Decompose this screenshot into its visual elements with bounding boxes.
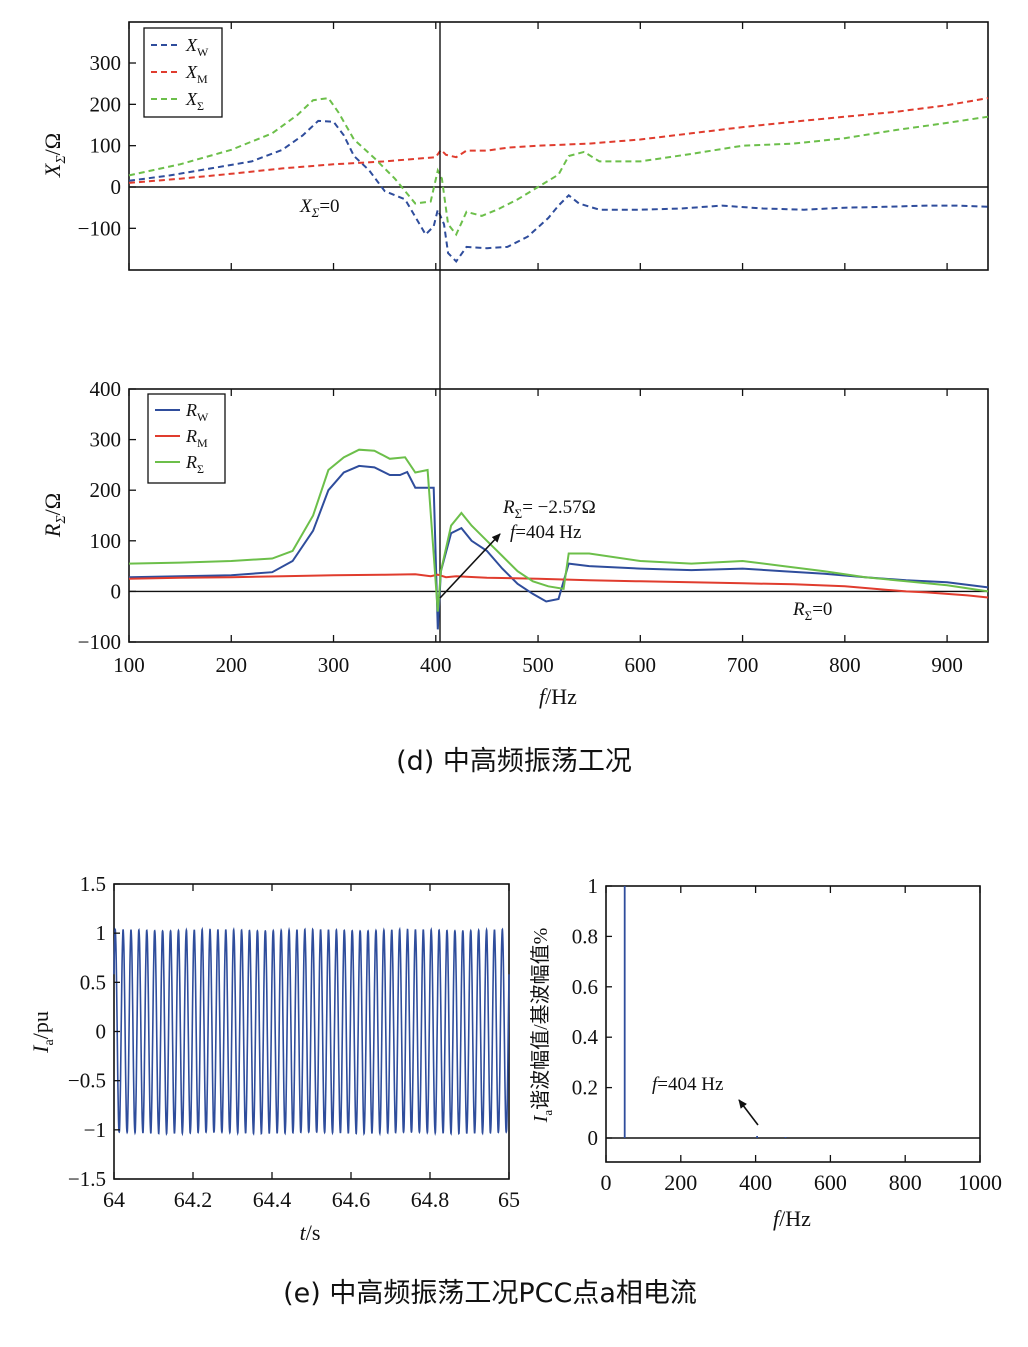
x-tick-label: 400 [739,1170,772,1195]
x-sigma-zero-annotation: XΣ=0 [299,196,340,220]
y-tick-label: 1 [588,874,599,898]
x-tick-label: 100 [113,653,145,677]
x-axis-label: f/Hz [539,684,577,709]
y-tick-label: 300 [90,428,122,452]
x-tick-label: 300 [318,653,350,677]
x-ticks [128,22,948,270]
series-line-x-m [128,97,989,184]
legend-box [147,393,226,484]
x-tick-label: 64.8 [411,1187,450,1212]
legend: XW XM XΣ [143,27,223,118]
y-ticks: 0 0.2 0.4 0.6 0.8 1 [572,874,612,1150]
y-tick-label: 400 [90,377,122,401]
annotation-frequency: f=404 Hz [652,1074,723,1095]
y-ticks: −100 0 100 200 300 400 [78,377,136,654]
y-axis-label: XΣ/Ω [40,133,69,178]
y-ticks: −100 0 100 200 300 [78,51,136,240]
series-line-ia [113,926,510,1137]
plot-frame [605,885,981,1163]
series-line-r-w [128,464,989,630]
y-tick-label: 0 [111,175,122,199]
y-tick-label: −0.5 [68,1069,106,1093]
series-line-x-sigma [128,97,989,237]
y-axis-label: RΣ/Ω [40,493,69,538]
x-tick-label: 900 [931,653,963,677]
x-tick-label: 400 [420,653,452,677]
bars-group [606,886,980,1139]
annotation-arrow [439,533,501,599]
y-tick-label: 0 [111,579,122,603]
x-tick-label: 0 [601,1170,612,1195]
x-tick-label: 64.4 [253,1187,292,1212]
y-ticks: −1.5 −1 −0.5 0 0.5 1 1.5 [68,872,120,1191]
y-tick-label: 200 [90,478,122,502]
y-axis-label: Ia/pu [28,1011,57,1054]
reactance-chart: −100 0 100 200 300 XΣ/Ω XΣ=0 XW XM XΣ [40,21,989,271]
y-tick-label: 1 [96,921,107,945]
current-time-chart: 64 64.2 64.4 64.6 64.8 65 −1.5−1−0.500.511.5 … [28,872,520,1245]
legend: RW RM RΣ [147,393,226,484]
series-line-r-sigma [128,448,989,612]
annotation-frequency: f=404 Hz [510,522,581,543]
y-tick-label: 100 [90,134,122,158]
plot-frame [128,388,989,643]
x-tick-label: 800 [829,653,861,677]
y-tick-label: −1 [84,1118,106,1142]
x-tick-label: 600 [625,653,657,677]
current-spectrum-chart: 0 200 400 600 800 1000 0 0.2 0.4 0.6 0.8 1 Ia谐波幅值/… [529,874,1002,1231]
y-tick-label: 0 [588,1126,599,1150]
series-group [128,97,989,263]
y-tick-label: 200 [90,92,122,116]
x-tick-label: 600 [814,1170,847,1195]
y-axis-label: Ia谐波幅值/基波幅值% [529,928,555,1124]
x-tick-label: 65 [498,1187,520,1212]
x-tick-label: 700 [727,653,759,677]
x-tick-label: 200 [664,1170,697,1195]
plot-frame [128,21,989,271]
x-ticks: 100 200 300 400 500 600 700 800 900 [113,389,963,677]
y-tick-label: −1.5 [68,1167,106,1191]
x-tick-label: 64.2 [174,1187,213,1212]
x-axis-label: t/s [300,1220,321,1245]
series-line-x-w [128,119,989,263]
y-tick-label: 300 [90,51,122,75]
y-tick-label: 0.2 [572,1076,598,1100]
series-line-r-m [128,573,989,599]
x-tick-label: 200 [216,653,248,677]
r-sigma-zero-annotation: RΣ=0 [792,599,832,623]
y-tick-label: 1.5 [80,872,106,896]
annotation-arrow [738,1099,759,1126]
x-ticks: 64 64.2 64.4 64.6 64.8 65 [103,884,520,1212]
series-group [113,926,510,1137]
y-tick-label: −100 [78,630,121,654]
y-tick-label: 0.4 [572,1025,599,1049]
x-tick-label: 800 [889,1170,922,1195]
resistance-chart: 100 200 300 400 500 600 700 800 900 −100 0 100 200 3… [40,377,989,709]
x-tick-label: 64 [103,1187,125,1212]
x-axis-label: f/Hz [773,1206,811,1231]
series-group [128,448,989,630]
x-ticks: 0 200 400 600 800 1000 [601,886,1002,1195]
x-tick-label: 1000 [958,1170,1002,1195]
y-tick-label: 0.5 [80,970,106,994]
caption-d: (d) 中高频振荡工况 [396,746,632,777]
x-tick-label: 500 [522,653,554,677]
y-tick-label: 100 [90,529,122,553]
annotation-r-value: RΣ= −2.57Ω [502,497,596,521]
caption-e: (e) 中高频振荡工况PCC点a相电流 [283,1278,697,1309]
y-tick-label: 0.8 [572,924,598,948]
y-tick-label: 0.6 [572,975,598,999]
x-tick-label: 64.6 [332,1187,371,1212]
y-tick-label: −100 [78,216,121,240]
y-tick-label: 0 [96,1020,107,1044]
